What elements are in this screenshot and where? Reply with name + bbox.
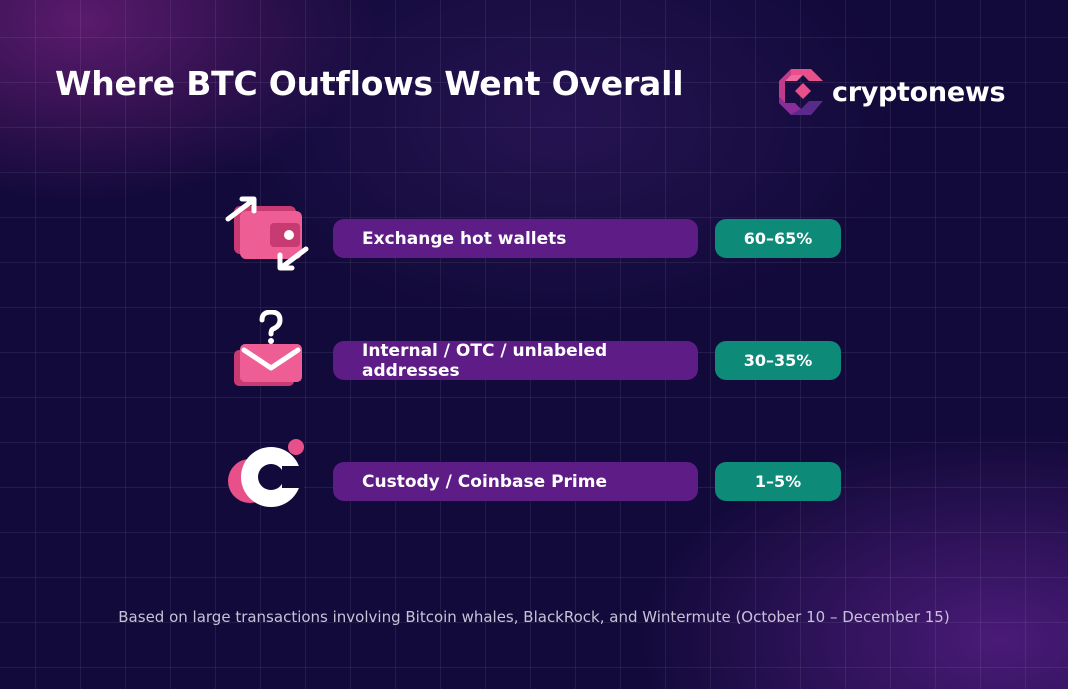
unknown-mail-icon (234, 310, 302, 386)
row-label-custody: Custody / Coinbase Prime (333, 462, 698, 501)
row-value-exchange-hot-wallets: 60–65% (715, 219, 841, 258)
cryptonews-logo: cryptonews (777, 67, 1006, 117)
row-value-internal-otc: 30–35% (715, 341, 841, 380)
footnote: Based on large transactions involving Bi… (118, 608, 950, 626)
row-label-exchange-hot-wallets: Exchange hot wallets (333, 219, 698, 258)
page-title: Where BTC Outflows Went Overall (55, 64, 684, 103)
cryptonews-logo-icon (779, 69, 823, 115)
row-value-custody: 1–5% (715, 462, 841, 501)
row-label-internal-otc: Internal / OTC / unlabeled addresses (333, 341, 698, 381)
wallet-transfer-icon (225, 196, 309, 271)
cryptonews-logo-text: cryptonews (832, 76, 1006, 108)
coinbase-c-icon (228, 439, 304, 507)
